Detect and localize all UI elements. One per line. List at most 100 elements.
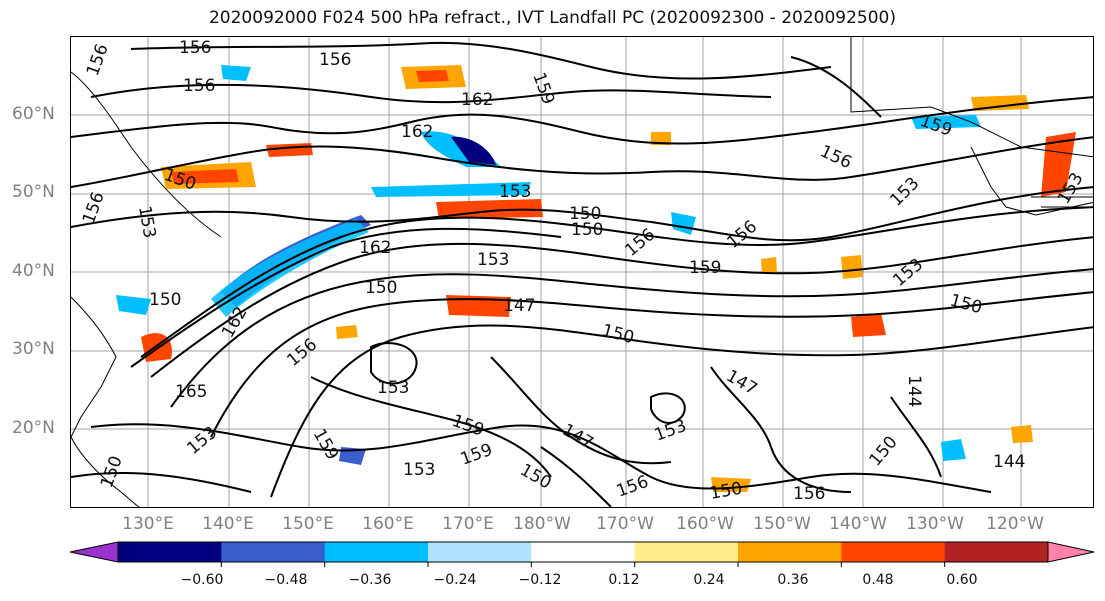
contour-label: 150 bbox=[365, 278, 397, 298]
negative-anomaly-patch bbox=[211, 219, 369, 317]
colorbar-segment bbox=[841, 542, 946, 562]
colorbar-tick-label: −0.12 bbox=[518, 572, 562, 588]
contour-label: 156 bbox=[319, 50, 351, 70]
lon-label: 120°W bbox=[986, 514, 1044, 534]
lon-label: 160°W bbox=[676, 514, 734, 534]
positive-anomaly-patch bbox=[336, 325, 358, 339]
contour-label: 156 bbox=[83, 41, 113, 78]
negative-anomaly-patch bbox=[221, 65, 251, 81]
colorbar-segment bbox=[634, 542, 739, 562]
lon-label: 150°W bbox=[753, 514, 811, 534]
colorbar-segment bbox=[428, 542, 532, 562]
contour-label: 156 bbox=[179, 38, 211, 58]
negative-anomaly-patch bbox=[371, 182, 531, 197]
colorbar-tick-label: 0.36 bbox=[777, 572, 809, 588]
positive-anomaly-patch bbox=[171, 169, 239, 184]
contour-label: 165 bbox=[175, 382, 207, 402]
contour-label: 150 bbox=[708, 479, 743, 504]
contour-label: 156 bbox=[723, 217, 761, 253]
positive-anomaly-patch bbox=[266, 143, 313, 157]
contour-label: 147 bbox=[503, 296, 535, 316]
contour-label: 153 bbox=[886, 173, 923, 210]
contour-label: 150 bbox=[866, 432, 902, 470]
lon-label: 160°E bbox=[362, 514, 414, 534]
negative-anomaly-patch bbox=[116, 295, 151, 315]
lon-label: 180°W bbox=[513, 514, 571, 534]
lat-label-50n: 50°N bbox=[12, 182, 55, 202]
contour-label: 150 bbox=[517, 460, 555, 494]
lat-label-20n: 20°N bbox=[12, 418, 55, 438]
contour-label: 153 bbox=[377, 378, 409, 398]
colorbar-segment bbox=[944, 542, 1049, 562]
colorbar-tick-label: 0.60 bbox=[946, 572, 978, 588]
contour-label: 156 bbox=[817, 141, 855, 173]
negative-anomaly-patch bbox=[451, 136, 496, 165]
colorbar-tick-label: 0.12 bbox=[608, 572, 640, 588]
colorbar-outline bbox=[117, 541, 1049, 563]
lon-label: 170°W bbox=[596, 514, 654, 534]
contour-label: 156 bbox=[183, 76, 215, 96]
negative-anomaly-patch bbox=[339, 447, 366, 465]
colorbar-segment bbox=[118, 542, 222, 562]
contour-label: 162 bbox=[359, 238, 391, 258]
contour-label: 150 bbox=[571, 220, 603, 240]
contour-label: 156 bbox=[621, 225, 659, 261]
lon-label: 140°W bbox=[829, 514, 887, 534]
positive-anomaly-patch bbox=[1041, 132, 1076, 197]
negative-anomaly-patch bbox=[671, 212, 696, 235]
contour-label: 162 bbox=[461, 90, 493, 110]
lat-label-40n: 40°N bbox=[12, 261, 55, 281]
ivt-anomaly-shading bbox=[116, 65, 1076, 492]
colorbar-extend-low bbox=[69, 541, 119, 563]
contour-label: 150 bbox=[149, 290, 181, 310]
positive-anomaly-patch bbox=[1011, 425, 1033, 443]
lon-label: 130°E bbox=[122, 514, 174, 534]
colorbar-segments bbox=[69, 541, 1095, 563]
colorbar-segment bbox=[531, 542, 636, 562]
positive-anomaly-patch bbox=[416, 70, 449, 82]
colorbar-tick-label: −0.36 bbox=[348, 572, 392, 588]
contour-label: 150 bbox=[97, 453, 127, 490]
contour-label: 159 bbox=[309, 426, 343, 464]
colorbar-tick-label: 0.24 bbox=[693, 572, 725, 588]
contour-label: 153 bbox=[403, 460, 435, 480]
positive-anomaly-patch bbox=[841, 255, 863, 279]
contour-label: 159 bbox=[689, 258, 721, 278]
negative-anomaly-patch bbox=[911, 115, 981, 129]
lon-label: 150°E bbox=[282, 514, 334, 534]
colorbar-tick-label: −0.48 bbox=[264, 572, 308, 588]
lon-label: 130°W bbox=[906, 514, 964, 534]
refractivity-contours bbox=[71, 41, 1093, 507]
positive-anomaly-patch bbox=[761, 257, 777, 273]
contour-label: 153 bbox=[499, 182, 531, 202]
lat-label-60n: 60°N bbox=[12, 104, 55, 124]
contour-label: 153 bbox=[889, 255, 927, 291]
positive-anomaly-patch bbox=[651, 132, 671, 145]
coastlines bbox=[71, 37, 1093, 507]
contour-label: 150 bbox=[600, 321, 637, 349]
contour-label: 159 bbox=[528, 70, 558, 107]
positive-anomaly-patch bbox=[971, 95, 1029, 111]
colorbar-segment bbox=[221, 542, 326, 562]
colorbar-segment bbox=[738, 542, 842, 562]
colorbar-extend-high bbox=[1047, 541, 1095, 563]
negative-anomaly-patch bbox=[941, 439, 966, 461]
contour-label: 159 bbox=[449, 411, 486, 441]
contour-label: 150 bbox=[569, 204, 601, 224]
lon-label: 140°E bbox=[202, 514, 254, 534]
contour-label: 153 bbox=[134, 204, 159, 239]
contour-label: 162 bbox=[401, 122, 433, 142]
lon-label: 170°E bbox=[442, 514, 494, 534]
lat-label-30n: 30°N bbox=[12, 339, 55, 359]
contour-label: 156 bbox=[614, 472, 651, 502]
contour-label: 144 bbox=[993, 452, 1025, 472]
contour-label: 150 bbox=[948, 291, 985, 319]
colorbar-tick-label: −0.60 bbox=[180, 572, 224, 588]
contour-label: 153 bbox=[652, 416, 689, 446]
refractivity-ivt-map: 156 156 156 156 159 162 162 159 156 153 … bbox=[71, 37, 1093, 507]
colorbar-tick-label: 0.48 bbox=[862, 572, 894, 588]
map-title: 2020092000 F024 500 hPa refract., IVT La… bbox=[208, 8, 896, 28]
contour-label: 156 bbox=[793, 484, 825, 504]
contour-label: 153 bbox=[477, 250, 509, 270]
colorbar-segment bbox=[324, 542, 429, 562]
